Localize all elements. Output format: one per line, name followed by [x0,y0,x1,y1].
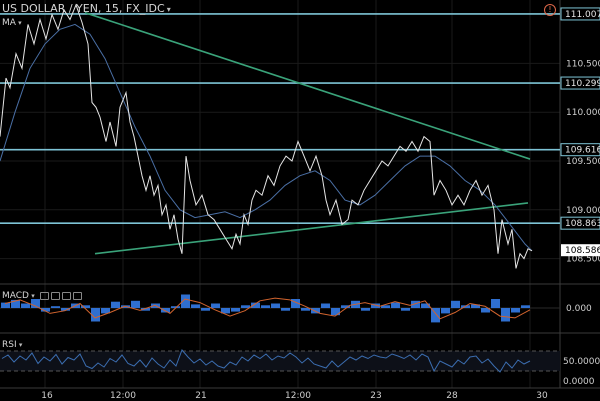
x-tick-label: 12:00 [285,391,311,401]
rsi-indicator-label[interactable]: RSI ▾ [2,340,22,350]
rsi-tick-label: 50.0000 [563,357,600,367]
macd-histogram-bar [281,308,290,311]
macd-histogram-bar [101,308,110,314]
macd-histogram-bar [11,299,20,308]
level-price-tag [560,216,600,230]
macd-zero-label: 0.000 [566,304,592,314]
x-tick-label: 30 [536,391,548,401]
macd-histogram-bar [61,308,70,311]
macd-histogram-bar [291,299,300,308]
y-tick-label: 110.500 [566,59,600,69]
moving-average-line [0,23,533,252]
macd-histogram-bar [511,308,520,313]
last-price-tag [561,244,600,257]
macd-label[interactable]: MACD [2,291,29,301]
level-price-label: 111.007 [565,10,600,20]
macd-histogram-bar [471,304,480,308]
x-tick-label: 16 [41,391,53,401]
macd-histogram-bar [41,308,50,312]
y-tick-label: 109.000 [566,206,600,216]
x-tick-label: 23 [370,391,381,401]
symbol-title[interactable]: US DOLLAR / YEN, 15, FX_IDC [2,2,165,15]
macd-histogram-bar [181,294,190,308]
ma-indicator-label[interactable]: MA ▾ [2,18,22,28]
macd-histogram-bar [31,299,40,308]
macd-histogram-bar [141,308,150,311]
macd-histogram-bar [271,303,280,308]
macd-histogram-bar [381,305,390,308]
macd-indicator-label[interactable]: MACD ▾ [2,291,82,301]
macd-histogram-bar [481,308,490,313]
macd-histogram-bar [261,305,270,308]
macd-histogram-bar [1,302,10,308]
macd-histogram-bar [361,308,370,311]
last-price-label: 108.586 [565,246,600,256]
macd-histogram-bar [91,308,100,322]
level-price-tag [560,7,600,21]
chevron-down-icon[interactable]: ▾ [16,341,23,349]
macd-histogram-bar [171,306,180,308]
rsi-label[interactable]: RSI [2,340,17,350]
ma-label[interactable]: MA [2,18,16,28]
macd-histogram-bar [521,305,530,308]
macd-histogram-bar [111,301,120,308]
level-price-label: 108.863 [565,219,600,229]
symbol-header[interactable]: US DOLLAR / YEN, 15, FX_IDC ▾ [2,2,171,15]
y-tick-label: 110.000 [566,108,600,118]
y-tick-label: 109.500 [566,157,600,167]
macd-histogram-bar [341,305,350,308]
eye-icon[interactable] [39,291,49,300]
level-price-tag [560,143,600,157]
trendline [94,202,529,255]
macd-histogram-bar [441,308,450,314]
close-icon[interactable] [61,291,71,300]
macd-histogram-bar [251,302,260,308]
y-tick-label: 108.500 [566,255,600,265]
macd-histogram-bar [231,308,240,312]
macd-histogram-bar [221,308,230,314]
x-tick-label: 28 [446,391,458,401]
x-tick-label: 21 [195,391,206,401]
level-price-label: 110.299 [565,79,600,89]
macd-histogram-bar [371,303,380,308]
macd-histogram-bar [411,300,420,308]
macd-histogram-bar [331,308,340,316]
macd-histogram-bar [161,308,170,313]
macd-histogram-bar [321,303,330,308]
macd-histogram-bar [431,308,440,323]
more-icon[interactable] [72,291,82,300]
macd-histogram-bar [421,303,430,308]
macd-histogram-bar [451,300,460,308]
macd-histogram-bar [81,305,90,308]
macd-histogram-bar [51,306,60,308]
rsi-line [1,349,531,373]
macd-histogram-bar [391,302,400,308]
price-line [0,3,533,269]
macd-histogram-bar [131,300,140,308]
level-price-label: 109.616 [565,146,600,156]
x-tick-label: 12:00 [110,391,136,401]
macd-histogram-bar [501,308,510,322]
chevron-down-icon[interactable]: ▾ [166,5,171,14]
macd-histogram-bar [191,304,200,308]
level-price-tag [560,76,600,90]
alert-icon[interactable]: ! [544,4,556,16]
macd-histogram-bar [201,308,210,311]
macd-histogram-bar [401,308,410,311]
macd-histogram-bar [241,305,250,308]
settings-icon[interactable] [50,291,60,300]
macd-histogram-bar [211,303,220,308]
chevron-down-icon[interactable]: ▾ [15,19,22,27]
macd-histogram-bar [21,303,30,308]
rsi-tick-label: 0.0000 [563,377,595,387]
trendline [84,11,531,160]
macd-signal-line [4,297,531,320]
macd-histogram-bar [301,308,310,311]
chevron-down-icon[interactable]: ▾ [28,292,35,300]
macd-histogram-bar [491,299,500,308]
